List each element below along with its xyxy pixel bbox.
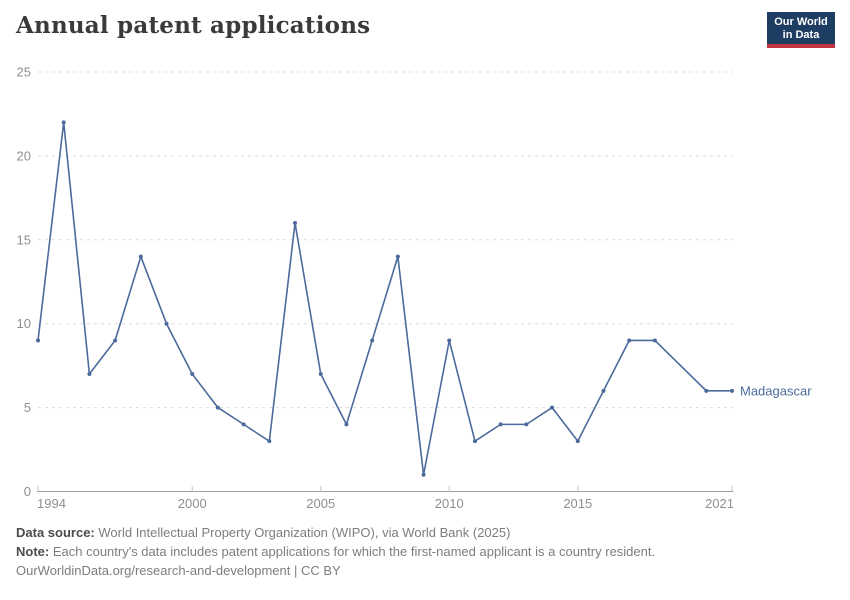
x-axis-tick-label: 2015 [563,496,592,511]
data-source-text: World Intellectual Property Organization… [98,525,511,540]
y-axis-tick-label: 10 [17,316,31,331]
data-point[interactable] [447,338,452,343]
data-point[interactable] [113,338,118,343]
y-axis-tick-label: 25 [17,65,31,80]
note-text: Each country's data includes patent appl… [52,544,656,559]
y-axis-tick-label: 5 [24,400,31,415]
owid-url-link[interactable]: OurWorldinData.org/research-and-developm… [16,563,291,578]
data-point[interactable] [524,422,529,427]
data-point[interactable] [370,338,375,343]
license-text: | CC BY [293,563,341,578]
data-source-line: Data source: World Intellectual Property… [16,523,836,542]
line-chart[interactable]: 0 5 10 15 20 25 1994 2000 2005 2010 2015 2021 Madaga… [0,0,850,520]
x-axis-tick-label: 2021 [705,496,734,511]
data-point[interactable] [472,439,477,444]
data-point[interactable] [395,254,400,259]
data-point[interactable] [164,321,169,326]
data-point[interactable] [652,338,657,343]
data-point[interactable] [318,372,323,377]
data-point[interactable] [498,422,503,427]
data-point[interactable] [421,472,426,477]
data-point[interactable] [730,388,734,393]
y-axis-tick-label: 0 [24,484,31,499]
data-line [37,121,733,476]
data-point[interactable] [215,405,220,410]
data-point[interactable] [241,422,246,427]
data-point[interactable] [704,388,709,393]
credit-line: OurWorldinData.org/research-and-developm… [16,561,836,580]
x-axis-tick-label: 2005 [306,496,335,511]
x-axis-tick-label: 1994 [37,496,66,511]
data-point[interactable] [138,254,143,259]
data-point[interactable] [627,338,632,343]
y-axis-tick-label: 15 [17,232,31,247]
data-point[interactable] [344,422,349,427]
data-source-label: Data source: [16,525,95,540]
data-point[interactable] [267,439,272,444]
note-label: Note: [16,544,50,559]
data-point[interactable] [575,439,580,444]
series-end-label: Madagascar [740,383,812,398]
data-point[interactable] [36,338,40,343]
data-point[interactable] [190,372,195,377]
x-axis-tick-label: 2000 [178,496,207,511]
data-point[interactable] [550,405,555,410]
y-axis-tick-label: 20 [17,148,31,163]
page-title: Annual patent applications [16,12,371,39]
data-point[interactable] [601,388,606,393]
note-line: Note: Each country's data includes paten… [16,542,836,561]
data-point[interactable] [87,372,92,377]
owid-logo[interactable]: Our World in Data [767,12,835,48]
x-axis-tick-label: 2010 [435,496,464,511]
owid-logo-line2: in Data [782,29,820,41]
data-point[interactable] [61,120,66,125]
chart-footer: Data source: World Intellectual Property… [16,523,836,580]
data-point[interactable] [293,221,298,226]
owid-logo-line1: Our World [774,16,828,28]
